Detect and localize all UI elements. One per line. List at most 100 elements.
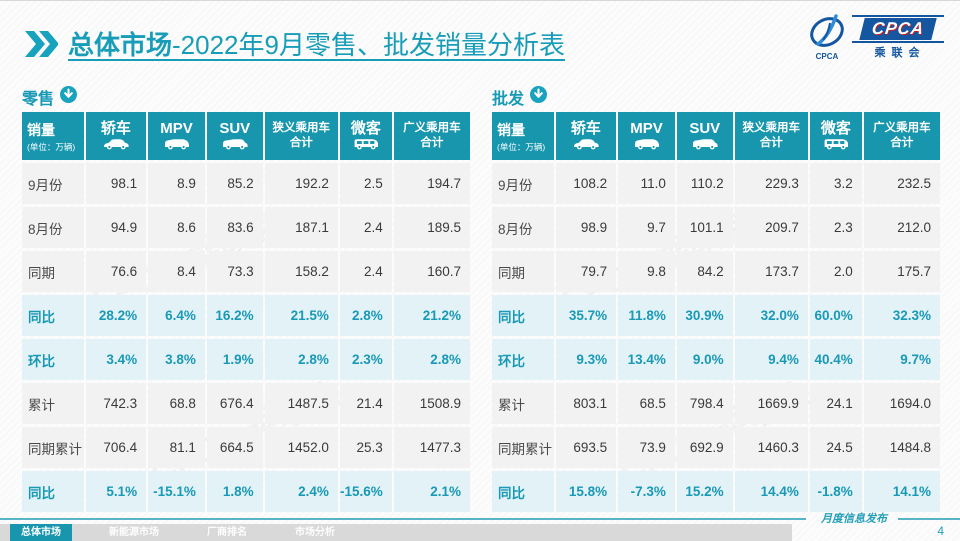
table-cell: 160.7 bbox=[393, 251, 470, 292]
table-cell: -15.1% bbox=[148, 471, 205, 512]
column-label: 广义乘用车 bbox=[403, 121, 461, 134]
footer-tab-2[interactable]: 新能源市场 bbox=[109, 527, 159, 538]
table-cell: 8.6 bbox=[148, 207, 205, 248]
table-cell: 84.2 bbox=[676, 251, 733, 292]
table-cell: 5.1% bbox=[85, 471, 147, 512]
table-label: 批发 bbox=[492, 85, 940, 109]
table-cell: 81.1 bbox=[148, 427, 205, 468]
table-cell: 28.2% bbox=[85, 295, 147, 336]
mpv-icon bbox=[632, 137, 662, 151]
table-cell: 35.7% bbox=[555, 295, 617, 336]
table-cell: 194.7 bbox=[393, 163, 470, 204]
row-label: 9月份 bbox=[22, 163, 84, 204]
page-number: 4 bbox=[937, 524, 944, 538]
row-label: 8月份 bbox=[492, 207, 554, 248]
table-cell: 187.1 bbox=[264, 207, 338, 248]
footer-tab-4[interactable]: 市场分析 bbox=[295, 527, 335, 538]
column-label: 轿车 bbox=[570, 119, 601, 137]
table-cell: 14.4% bbox=[734, 471, 808, 512]
column-header: MPV bbox=[148, 112, 205, 160]
table-cell: 94.9 bbox=[85, 207, 147, 248]
table-cell: 2.3 bbox=[809, 207, 862, 248]
table-cell: -1.8% bbox=[809, 471, 862, 512]
row-label: 9月份 bbox=[492, 163, 554, 204]
column-header: 微客 bbox=[809, 112, 862, 160]
footer-tab-3[interactable]: 厂商排名 bbox=[207, 527, 247, 538]
table-cell: 76.6 bbox=[85, 251, 147, 292]
table-cell: 16.2% bbox=[206, 295, 263, 336]
table-title: 零售 bbox=[22, 91, 55, 108]
page-title-bold: 总体市场 bbox=[68, 30, 173, 60]
footer-note: 月度信息发布 bbox=[821, 513, 887, 525]
download-icon bbox=[530, 86, 548, 108]
column-label: MPV bbox=[160, 119, 193, 137]
column-label: MPV bbox=[630, 119, 663, 137]
page-title-rest: -2022年9月零售、批发销量分析表 bbox=[172, 30, 565, 60]
table-cell: 1.9% bbox=[206, 339, 263, 380]
table-cell: 229.3 bbox=[734, 163, 808, 204]
table-cell: 1694.0 bbox=[863, 383, 940, 424]
sales-unit: (单位：万辆) bbox=[27, 141, 76, 152]
row-label: 同期累计 bbox=[22, 427, 84, 468]
table-cell: 6.4% bbox=[148, 295, 205, 336]
table-cell: 9.0% bbox=[676, 339, 733, 380]
table-cell: 192.2 bbox=[264, 163, 338, 204]
table-cell: 13.4% bbox=[618, 339, 675, 380]
mpv-icon bbox=[162, 137, 192, 151]
column-label: 广义乘用车 bbox=[873, 121, 931, 134]
footer-tab-1[interactable]: 总体市场 bbox=[10, 524, 72, 541]
cpca-emblem-icon: CPCA bbox=[810, 14, 844, 61]
column-label: 轿车 bbox=[100, 119, 131, 137]
column-label-line2: 合计 bbox=[289, 136, 313, 149]
suv-icon bbox=[690, 137, 720, 151]
cpca-logo: CPCA CPCA 乘联会 bbox=[806, 12, 944, 62]
table-cell: 1484.8 bbox=[863, 427, 940, 468]
table-cell: 110.2 bbox=[676, 163, 733, 204]
table-cell: 158.2 bbox=[264, 251, 338, 292]
table-cell: 1508.9 bbox=[393, 383, 470, 424]
table-cell: 2.1% bbox=[393, 471, 470, 512]
table-cell: 676.4 bbox=[206, 383, 263, 424]
table-cell: 85.2 bbox=[206, 163, 263, 204]
table-cell: 798.4 bbox=[676, 383, 733, 424]
table-label: 零售 bbox=[22, 85, 470, 109]
column-label: SUV bbox=[689, 119, 721, 137]
van-icon bbox=[821, 137, 851, 151]
column-label-line2: 合计 bbox=[420, 136, 444, 149]
column-header-sales: 销量 (单位：万辆) bbox=[492, 112, 554, 160]
table-cell: 2.4 bbox=[339, 251, 392, 292]
column-header: SUV bbox=[676, 112, 733, 160]
table-cell: 108.2 bbox=[555, 163, 617, 204]
table-cell: 742.3 bbox=[85, 383, 147, 424]
column-label-line2: 合计 bbox=[759, 136, 783, 149]
table-cell: 706.4 bbox=[85, 427, 147, 468]
table-cell: 79.7 bbox=[555, 251, 617, 292]
footer-rule-right bbox=[898, 518, 960, 520]
table-cell: 9.7% bbox=[863, 339, 940, 380]
column-header-sales: 销量 (单位：万辆) bbox=[22, 112, 84, 160]
row-label: 同期 bbox=[492, 251, 554, 292]
table-cell: 2.8% bbox=[393, 339, 470, 380]
tables-container: 零售CPCA 乘联会CPCA 乘联会销量(单位：万辆)轿车MPVSUV狭义乘用车… bbox=[22, 85, 940, 512]
column-header: 狭义乘用车 合计 bbox=[264, 112, 338, 160]
table-cell: 68.8 bbox=[148, 383, 205, 424]
column-header: MPV bbox=[618, 112, 675, 160]
table-cell: 9.3% bbox=[555, 339, 617, 380]
row-label: 环比 bbox=[492, 339, 554, 380]
table-cell: 60.0% bbox=[809, 295, 862, 336]
table-cell: 9.7 bbox=[618, 207, 675, 248]
table-cell: 189.5 bbox=[393, 207, 470, 248]
column-label: 微客 bbox=[350, 119, 381, 137]
table-cell: 693.5 bbox=[555, 427, 617, 468]
row-label: 同比 bbox=[22, 471, 84, 512]
column-label: 微客 bbox=[820, 119, 851, 137]
table-cell: 2.4% bbox=[264, 471, 338, 512]
cpca-acronym-box: CPCA bbox=[859, 17, 937, 40]
table-cell: 2.3% bbox=[339, 339, 392, 380]
table-cell: 1477.3 bbox=[393, 427, 470, 468]
table-cell: 692.9 bbox=[676, 427, 733, 468]
row-label: 8月份 bbox=[22, 207, 84, 248]
table-cell: 98.9 bbox=[555, 207, 617, 248]
sales-unit: (单位：万辆) bbox=[497, 141, 546, 152]
